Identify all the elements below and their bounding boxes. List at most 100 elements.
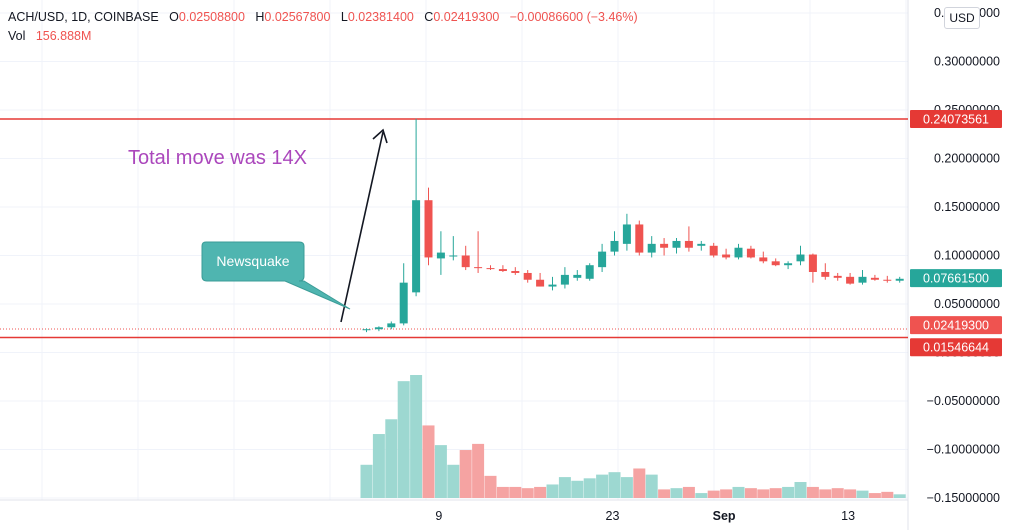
candle-body [796, 254, 805, 262]
time-axis-label: 13 [841, 509, 855, 523]
volume-bar [720, 489, 733, 498]
legend-ohlc-row: ACH/USD, 1D, COINBASE O0.02508800 H0.025… [8, 8, 638, 27]
volume-bar [744, 488, 757, 498]
candle-body [759, 257, 768, 262]
candle-body [746, 248, 755, 258]
high-line-price-tag-text: 0.24073561 [923, 112, 989, 126]
candle [833, 272, 842, 281]
volume-bar [819, 489, 832, 498]
legend-change: −0.00086600 (−3.46%) [509, 10, 638, 24]
volume-bar [509, 486, 522, 498]
candle [424, 187, 433, 266]
volume-bar [571, 480, 584, 498]
volume-bar [434, 445, 447, 498]
candle-body [449, 255, 458, 257]
volume-bar [757, 489, 770, 498]
candle [362, 328, 371, 333]
candle [449, 236, 458, 261]
volume-bar [670, 488, 683, 498]
high-line-price-tag-bg [910, 109, 1002, 128]
candle [436, 231, 445, 275]
volume-bar [732, 486, 745, 498]
candle-body [536, 279, 545, 287]
volume-bar [558, 477, 571, 498]
candle [858, 270, 867, 285]
candle [784, 261, 793, 270]
arrow-shaft [340, 131, 384, 323]
price-axis-label: 0.10000000 [934, 249, 1000, 263]
candle-body [684, 240, 693, 248]
volume-bar [794, 482, 807, 498]
volume-bar [583, 478, 596, 498]
volume-bar [459, 450, 472, 498]
volume-bar [682, 486, 695, 498]
volume-bar [868, 493, 881, 498]
candle [846, 272, 855, 285]
arrow-head [372, 128, 388, 144]
currency-button[interactable]: USD [944, 7, 980, 29]
candle [870, 274, 879, 281]
volume-bar [546, 484, 559, 498]
candle-body [647, 243, 656, 253]
candle [622, 213, 631, 251]
last-price-tag: 0.07661500 [910, 269, 1002, 288]
candle [387, 321, 396, 330]
callout-label: Newsquake [216, 253, 289, 269]
candle [399, 263, 408, 326]
volume-bar [893, 494, 906, 498]
legend-volume-key: Vol [8, 29, 26, 43]
candle [672, 238, 681, 254]
volume-bar [521, 488, 534, 498]
candle-body [461, 255, 470, 268]
low-line-price-tag-text: 0.01546644 [923, 341, 989, 355]
candle-body [548, 284, 557, 287]
candle [746, 245, 755, 259]
candle-body [883, 279, 892, 281]
total-move-annotation: Total move was 14X [128, 147, 307, 169]
low-line-price-tag: 0.01546644 [910, 338, 1002, 357]
candle [461, 245, 470, 271]
volume-bar [372, 434, 385, 498]
candle [709, 242, 718, 258]
volume-bar [422, 425, 435, 498]
time-axis: 9 23 Sep 13 [435, 509, 855, 523]
candle-body [610, 240, 619, 252]
price-axis-label: 0.15000000 [934, 200, 1000, 214]
price-axis-label: 0.20000000 [934, 152, 1000, 166]
price-axis-label: 0.05000000 [934, 297, 1000, 311]
volume-bar [658, 489, 671, 498]
last-price-tag-text: 0.07661500 [923, 272, 989, 286]
candle [796, 245, 805, 266]
legend-open-key: O [169, 10, 179, 24]
candle-body [436, 252, 445, 259]
volume-bar [410, 375, 423, 498]
candle-body [498, 269, 507, 272]
candle [412, 118, 421, 297]
candle [759, 251, 768, 264]
legend-volume-row: Vol 156.888M [8, 27, 638, 46]
price-axis-label: −0.15000000 [927, 491, 1000, 505]
candle-body [362, 329, 371, 331]
legend-high-key: H [255, 10, 265, 24]
price-axis-label: −0.05000000 [927, 394, 1000, 408]
candle [585, 263, 594, 281]
candle [734, 243, 743, 260]
candle-body [722, 254, 731, 258]
volume-bar [633, 468, 646, 498]
candle-body [560, 274, 569, 285]
candle-body [412, 200, 421, 293]
price-axis-label: −0.10000000 [927, 443, 1000, 457]
volume-bar [707, 490, 720, 498]
volume-bars [360, 375, 906, 498]
high-line-price-tag: 0.24073561 [910, 109, 1002, 128]
volume-bar [397, 381, 410, 498]
close-price-tag-bg [910, 316, 1002, 335]
candle [883, 275, 892, 283]
candle [560, 267, 569, 289]
time-axis-label: Sep [713, 509, 736, 523]
candle [647, 236, 656, 258]
candle-body [784, 263, 793, 266]
candle-body [573, 274, 582, 278]
